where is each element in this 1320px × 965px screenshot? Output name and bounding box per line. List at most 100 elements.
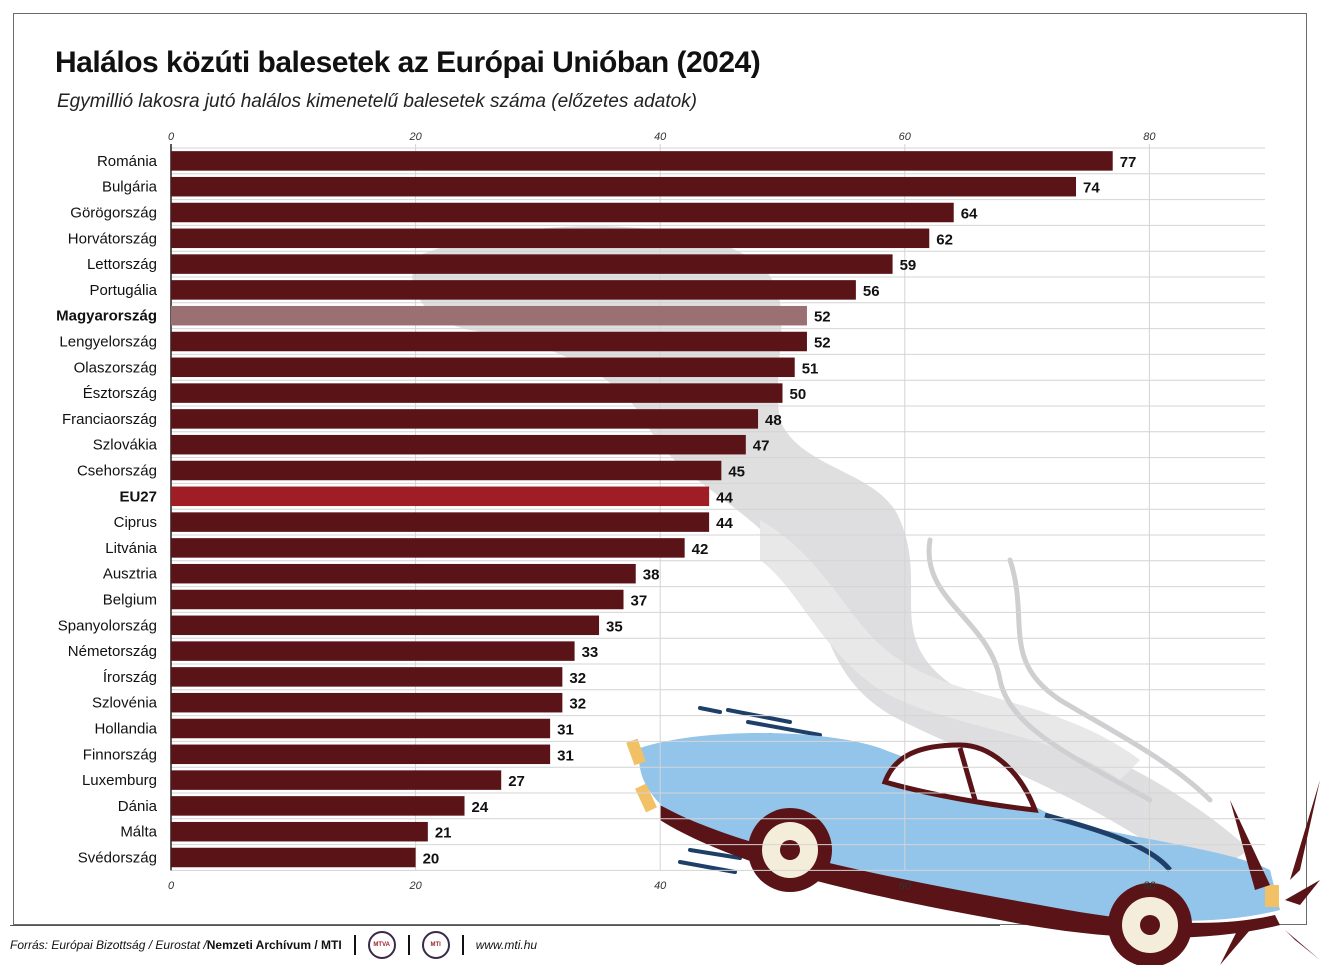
value-label: 52 <box>814 335 831 352</box>
value-labels: 77 74 64 62 59 56 52 52 51 50 48 47 45 44 44 42 38 37 35 33… <box>423 154 1137 868</box>
bar <box>171 176 1077 197</box>
x-tick-label-top: 20 <box>408 131 422 143</box>
bar <box>171 254 893 274</box>
bar <box>171 228 930 249</box>
bar <box>171 667 563 687</box>
category-label: Csehország <box>77 463 157 480</box>
bar <box>171 331 807 352</box>
footer-url[interactable]: www.mti.hu <box>475 938 538 952</box>
footer-divider <box>10 925 1000 926</box>
source-text: Forrás: Európai Bizottság / Eurostat / <box>10 938 207 952</box>
source-bold-text: Nemzeti Archívum / MTI <box>206 938 342 952</box>
footer-separator <box>407 935 410 955</box>
value-label: 33 <box>582 644 599 661</box>
category-label: Portugália <box>89 282 157 299</box>
bar <box>171 151 1113 171</box>
value-label: 38 <box>643 567 660 584</box>
category-label: Finnország <box>83 746 157 763</box>
bar <box>171 434 746 455</box>
x-axis-top-ticks: 0 20 40 60 80 <box>168 131 1156 143</box>
category-label: Olaszország <box>74 359 157 376</box>
bar <box>171 409 759 429</box>
value-label: 74 <box>1083 180 1100 197</box>
category-label: Horvátország <box>68 230 157 247</box>
value-label: 77 <box>1120 154 1137 171</box>
x-tick-label-bottom: 0 <box>168 880 175 892</box>
bar <box>171 383 783 403</box>
value-label: 31 <box>557 747 574 764</box>
bar <box>171 615 600 636</box>
value-label: 37 <box>631 593 648 610</box>
mtva-logo: MTVA <box>367 931 396 959</box>
x-tick-label-bottom: 80 <box>1143 880 1156 892</box>
category-label: Görögország <box>70 205 157 222</box>
bar <box>171 744 551 765</box>
x-tick-label-bottom: 40 <box>654 880 667 892</box>
bar <box>171 280 856 300</box>
bar <box>171 538 685 558</box>
value-label: 59 <box>900 257 917 274</box>
category-label: Bulgária <box>102 179 158 196</box>
category-label: Észtország <box>83 385 157 402</box>
category-label: Málta <box>120 824 157 841</box>
value-label: 32 <box>569 696 586 713</box>
car-icon <box>626 733 1280 965</box>
category-label: Hollandia <box>94 721 157 738</box>
value-label: 64 <box>961 206 978 223</box>
bar <box>171 563 636 584</box>
category-label: Ausztria <box>103 566 158 583</box>
category-label: EU27 <box>119 488 157 505</box>
value-label: 21 <box>435 825 452 842</box>
value-label: 20 <box>423 851 440 868</box>
bar <box>171 718 551 739</box>
value-label: 52 <box>814 309 831 326</box>
smoke-lines <box>926 537 1213 803</box>
value-label: 24 <box>472 799 489 816</box>
value-label: 62 <box>936 231 953 248</box>
category-label: Németország <box>68 643 157 660</box>
value-label: 44 <box>716 489 733 506</box>
bar <box>171 486 710 507</box>
value-label: 44 <box>716 515 733 532</box>
bar <box>171 305 807 326</box>
value-label: 45 <box>728 464 745 481</box>
bar <box>171 589 624 610</box>
x-tick-label-bottom: 60 <box>899 880 912 892</box>
value-label: 51 <box>802 360 819 377</box>
bar <box>171 641 575 661</box>
category-label: Litvánia <box>105 540 157 557</box>
x-axis-bottom-ticks: 0 20 40 60 80 <box>168 880 1156 892</box>
bar <box>171 202 954 223</box>
value-label: 42 <box>692 541 709 558</box>
x-tick-label-top: 0 <box>168 131 175 143</box>
category-label: Svédország <box>78 850 157 867</box>
x-tick-label-bottom: 20 <box>408 880 422 892</box>
bar <box>171 821 428 842</box>
category-label: Lettország <box>87 256 157 273</box>
category-label: Franciaország <box>62 411 157 428</box>
bars <box>171 151 1113 868</box>
chart-subtitle: Egymillió lakosra jutó halálos kimenetel… <box>57 91 697 112</box>
category-label: Belgium <box>103 592 157 609</box>
mti-logo: MTI <box>421 931 450 959</box>
category-label: Magyarország <box>56 308 157 325</box>
category-label: Írország <box>103 669 157 686</box>
chart-frame <box>13 13 1307 925</box>
bar <box>171 692 563 713</box>
bar <box>171 847 416 868</box>
value-label: 32 <box>569 670 586 687</box>
bar <box>171 512 710 532</box>
category-label: Luxemburg <box>82 772 157 789</box>
footer-separator <box>461 935 464 955</box>
category-label: Lengyelország <box>59 334 157 351</box>
category-labels: Románia Bulgária Görögország Horvátország Le… <box>56 153 158 867</box>
chart-title: Halálos közúti balesetek az Európai Unió… <box>55 46 761 79</box>
bar <box>171 460 722 481</box>
category-label: Szlovénia <box>92 695 158 712</box>
category-label: Spanyolország <box>58 617 157 634</box>
value-label: 31 <box>557 722 574 739</box>
footer-separator <box>353 935 356 955</box>
value-label: 48 <box>765 412 782 429</box>
value-label: 27 <box>508 773 525 790</box>
